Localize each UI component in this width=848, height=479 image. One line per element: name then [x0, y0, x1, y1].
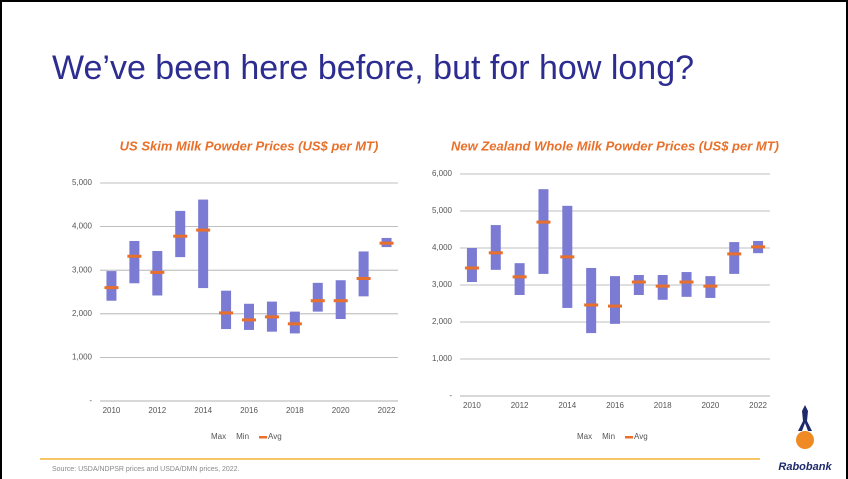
x-tick-label: 2012: [148, 406, 166, 415]
range-bar: [221, 290, 232, 330]
avg-mark: [655, 284, 670, 288]
y-tick-label: 4,000: [72, 222, 93, 231]
y-tick-label: 2,000: [432, 317, 453, 326]
avg-mark: [584, 303, 599, 307]
y-tick-label: 3,000: [432, 280, 453, 289]
x-tick-label: 2016: [240, 406, 258, 415]
avg-mark: [196, 228, 211, 232]
range-bar: [633, 275, 644, 295]
range-bar: [490, 225, 501, 270]
range-bar: [729, 242, 740, 274]
range-bar: [358, 251, 369, 297]
logo: Rabobank: [778, 405, 832, 473]
avg-mark: [219, 311, 234, 315]
x-tick-label: 2010: [103, 406, 121, 415]
range-bar: [538, 189, 549, 274]
y-tick-label: 1,000: [432, 354, 453, 363]
legend-label: Min: [236, 432, 249, 441]
y-tick-label: 5,000: [432, 206, 453, 215]
legend-label: Max: [211, 432, 226, 441]
range-bar: [106, 271, 117, 301]
avg-mark: [379, 241, 394, 245]
range-bar: [681, 272, 692, 297]
x-tick-label: 2022: [749, 401, 767, 410]
y-tick-label: -: [89, 396, 92, 405]
x-tick-label: 2014: [558, 401, 576, 410]
slide-title: We’ve been here before, but for how long…: [52, 49, 694, 87]
avg-mark: [560, 255, 575, 259]
y-tick-label: 2,000: [72, 309, 93, 318]
legend-label: Min: [602, 432, 615, 441]
legend-swatch: [259, 436, 268, 439]
x-tick-label: 2012: [511, 401, 529, 410]
range-bar: [175, 210, 186, 258]
avg-mark: [464, 266, 479, 270]
avg-mark: [679, 280, 694, 284]
source-note: Source: USDA/NDPSR prices and USDA/DMN p…: [52, 466, 240, 473]
legend-label: Max: [577, 432, 592, 441]
avg-mark: [536, 220, 551, 224]
avg-mark: [751, 245, 766, 249]
avg-mark: [104, 286, 119, 290]
range-bar: [466, 248, 477, 283]
logo-text: Rabobank: [778, 461, 832, 473]
y-tick-label: 6,000: [432, 169, 453, 178]
y-tick-label: 4,000: [432, 243, 453, 252]
avg-mark: [608, 304, 622, 308]
avg-mark: [631, 280, 646, 284]
x-tick-label: 2018: [286, 406, 304, 415]
x-tick-label: 2016: [606, 401, 624, 410]
avg-mark: [127, 254, 142, 258]
avg-mark: [727, 252, 742, 256]
y-tick-label: 3,000: [72, 265, 93, 274]
range-bar: [312, 282, 323, 312]
y-tick-label: 1,000: [72, 353, 93, 362]
range-bar: [198, 199, 209, 289]
y-tick-label: -: [449, 391, 452, 400]
logo-figure: [798, 405, 812, 431]
avg-mark: [333, 299, 348, 303]
range-bar: [129, 240, 140, 284]
y-tick-label: 5,000: [72, 178, 93, 187]
legend-swatch: [625, 436, 634, 439]
avg-mark: [264, 315, 279, 319]
range-bar: [586, 267, 597, 334]
x-tick-label: 2018: [654, 401, 672, 410]
x-tick-label: 2022: [378, 406, 396, 415]
avg-mark: [512, 275, 527, 279]
logo-sun: [796, 431, 814, 449]
avg-mark: [356, 276, 371, 280]
legend-label: Avg: [268, 432, 282, 441]
range-bar: [514, 263, 525, 295]
x-tick-label: 2020: [332, 406, 350, 415]
x-tick-label: 2014: [194, 406, 212, 415]
range-bar: [610, 276, 620, 324]
avg-mark: [150, 270, 165, 274]
avg-mark: [310, 299, 325, 303]
avg-mark: [488, 251, 503, 255]
x-tick-label: 2010: [463, 401, 481, 410]
avg-mark: [287, 322, 302, 326]
range-bar: [244, 303, 254, 330]
avg-mark: [703, 284, 718, 288]
avg-mark: [242, 318, 256, 322]
avg-mark: [173, 234, 188, 238]
chart-title: New Zealand Whole Milk Powder Prices (US…: [451, 138, 779, 153]
chart-title: US Skim Milk Powder Prices (US$ per MT): [120, 138, 379, 153]
x-tick-label: 2020: [701, 401, 719, 410]
legend-label: Avg: [634, 432, 648, 441]
